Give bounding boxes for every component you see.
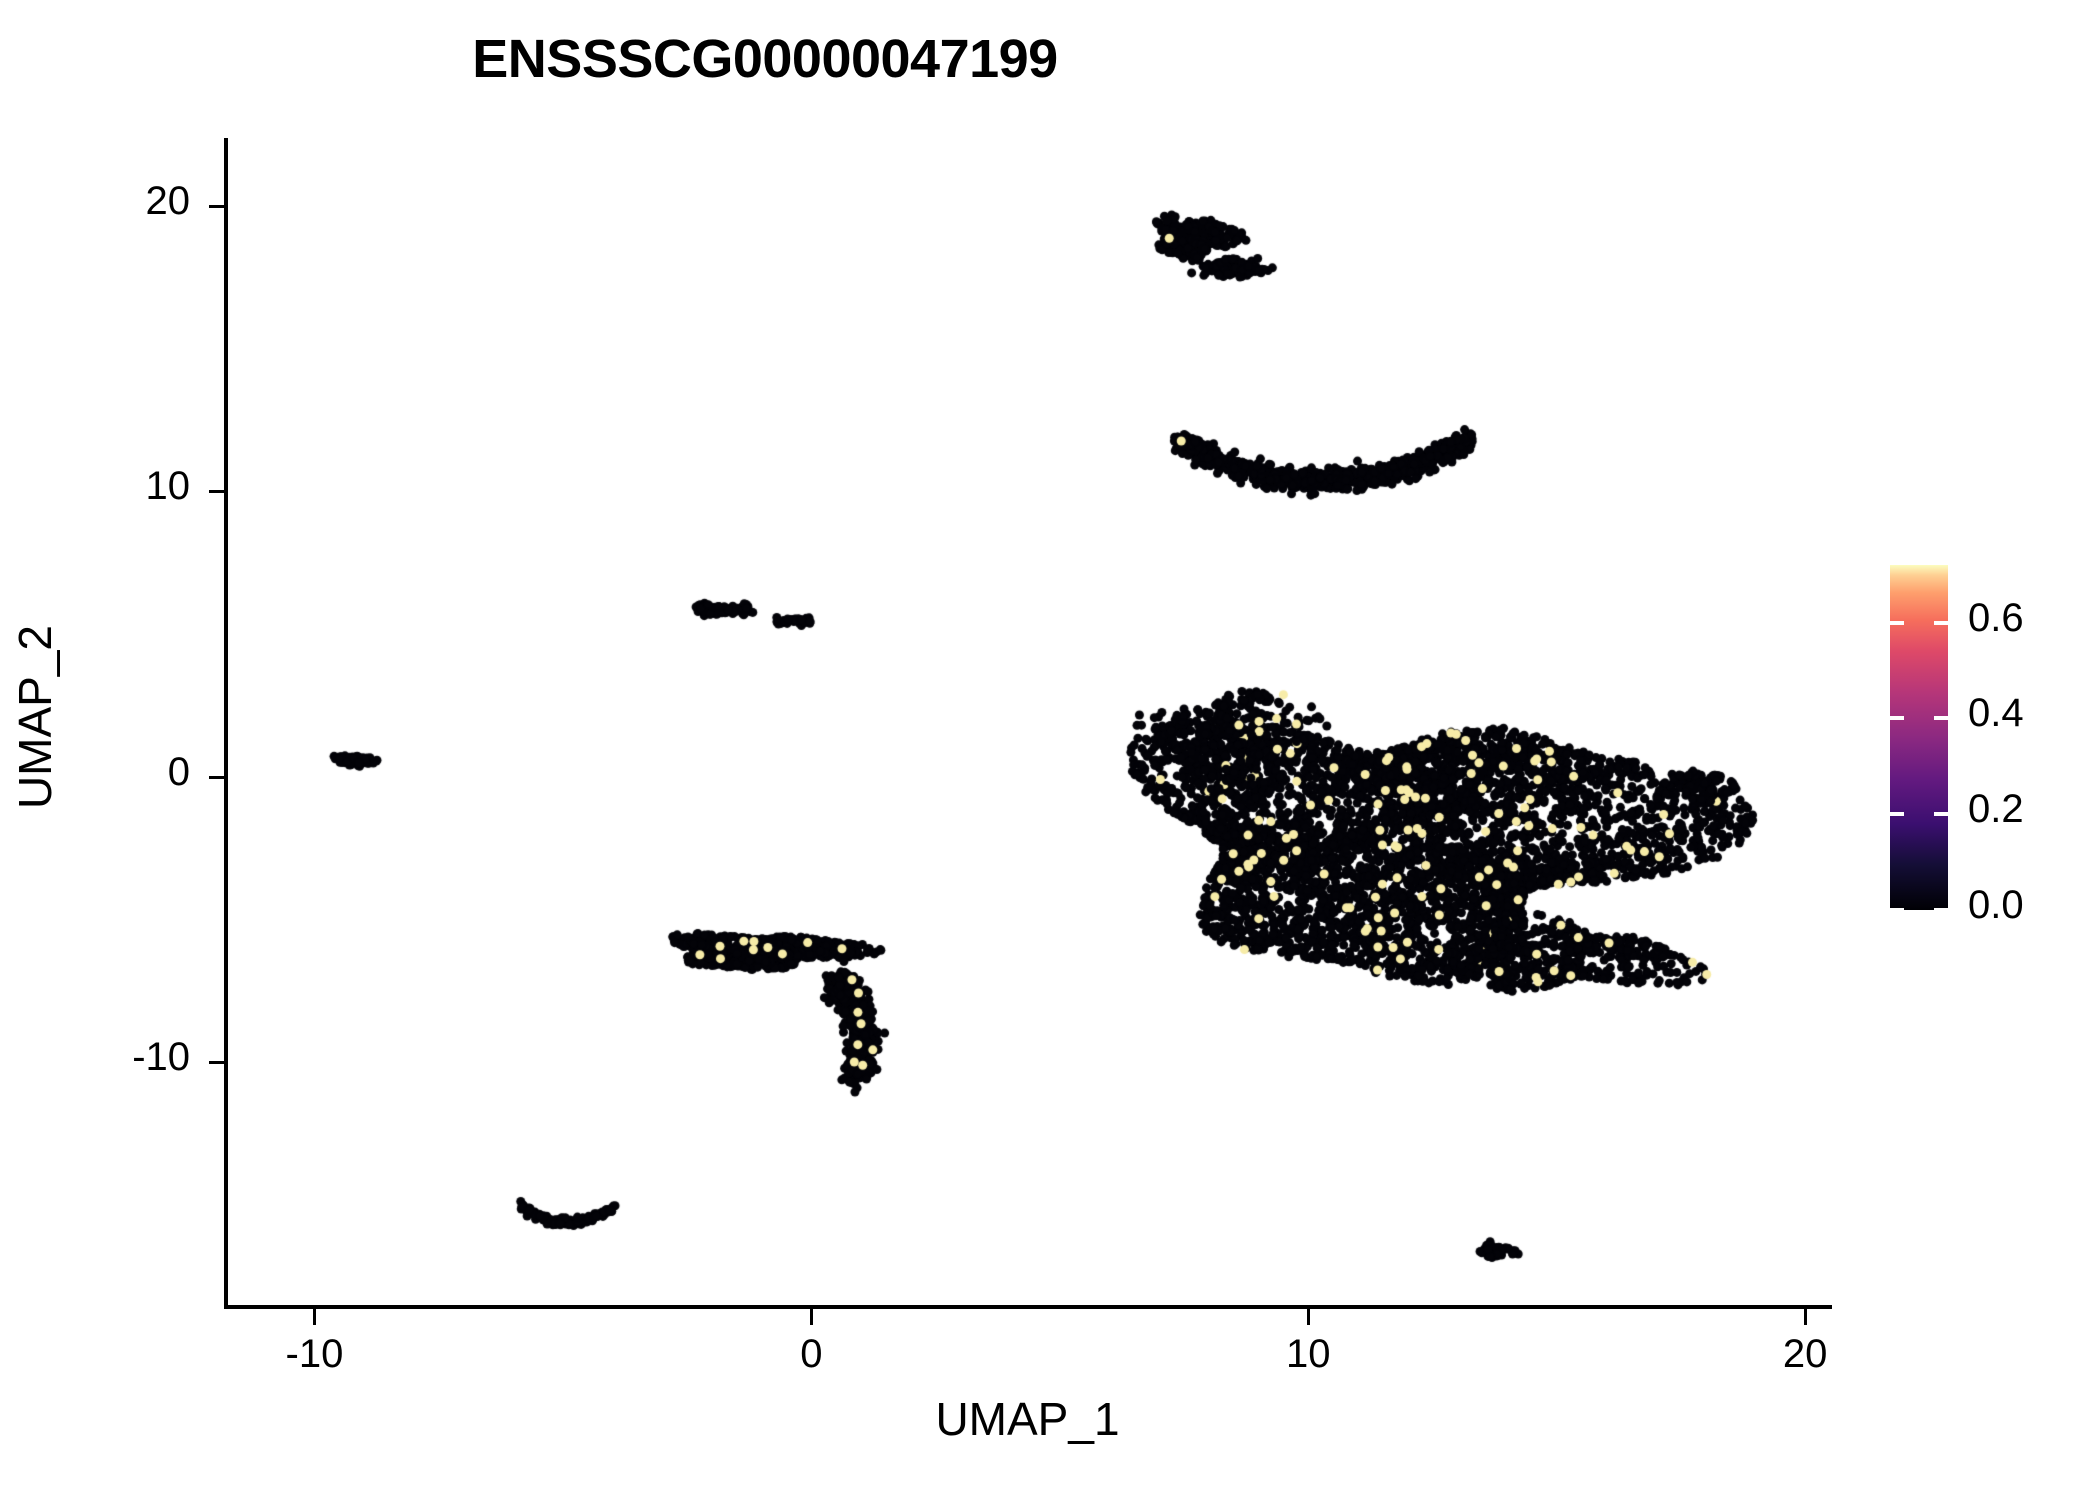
page-title: ENSSSCG00000047199 xyxy=(472,29,1058,89)
scatter-canvas xyxy=(225,140,1830,1305)
y-tick-mark xyxy=(209,490,225,494)
colorbar-tick-label: 0.2 xyxy=(1968,787,2024,832)
x-tick-label: 0 xyxy=(800,1332,823,1376)
colorbar xyxy=(1890,565,1948,912)
colorbar-tick-mark xyxy=(1890,620,1904,625)
colorbar-gradient xyxy=(1890,565,1948,910)
colorbar-tick-mark xyxy=(1934,908,1948,912)
colorbar-tick-mark xyxy=(1934,716,1948,721)
colorbar-tick-mark xyxy=(1890,716,1904,721)
y-tick-label: -10 xyxy=(132,1035,190,1080)
x-tick-label: 10 xyxy=(1286,1332,1331,1376)
colorbar-tick-mark xyxy=(1934,620,1948,625)
x-axis-line xyxy=(224,1305,1832,1309)
y-tick-label: 0 xyxy=(167,749,190,794)
x-tick-mark xyxy=(1307,1309,1311,1325)
colorbar-tick-label: 0.4 xyxy=(1968,691,2024,736)
x-tick-mark xyxy=(810,1309,814,1325)
colorbar-tick-label: 0.6 xyxy=(1968,595,2024,640)
x-tick-mark xyxy=(1804,1309,1808,1325)
x-tick-mark xyxy=(313,1309,317,1325)
y-tick-mark xyxy=(209,775,225,779)
x-tick-label: 20 xyxy=(1782,1332,1828,1376)
y-tick-mark xyxy=(209,204,225,208)
x-axis-title: UMAP_1 xyxy=(935,1393,1120,1445)
y-tick-label: 20 xyxy=(145,178,191,223)
colorbar-tick-mark xyxy=(1890,908,1904,912)
y-axis-line xyxy=(224,138,228,1308)
colorbar-tick-label: 0.0 xyxy=(1968,883,2024,927)
colorbar-tick-mark xyxy=(1934,812,1948,817)
colorbar-tick-mark xyxy=(1890,812,1904,817)
y-tick-mark xyxy=(209,1061,225,1065)
y-axis-title: UMAP_2 xyxy=(9,624,61,810)
plot-panel xyxy=(225,140,1830,1305)
y-tick-label: 10 xyxy=(145,464,191,509)
x-tick-label: -10 xyxy=(285,1332,344,1376)
